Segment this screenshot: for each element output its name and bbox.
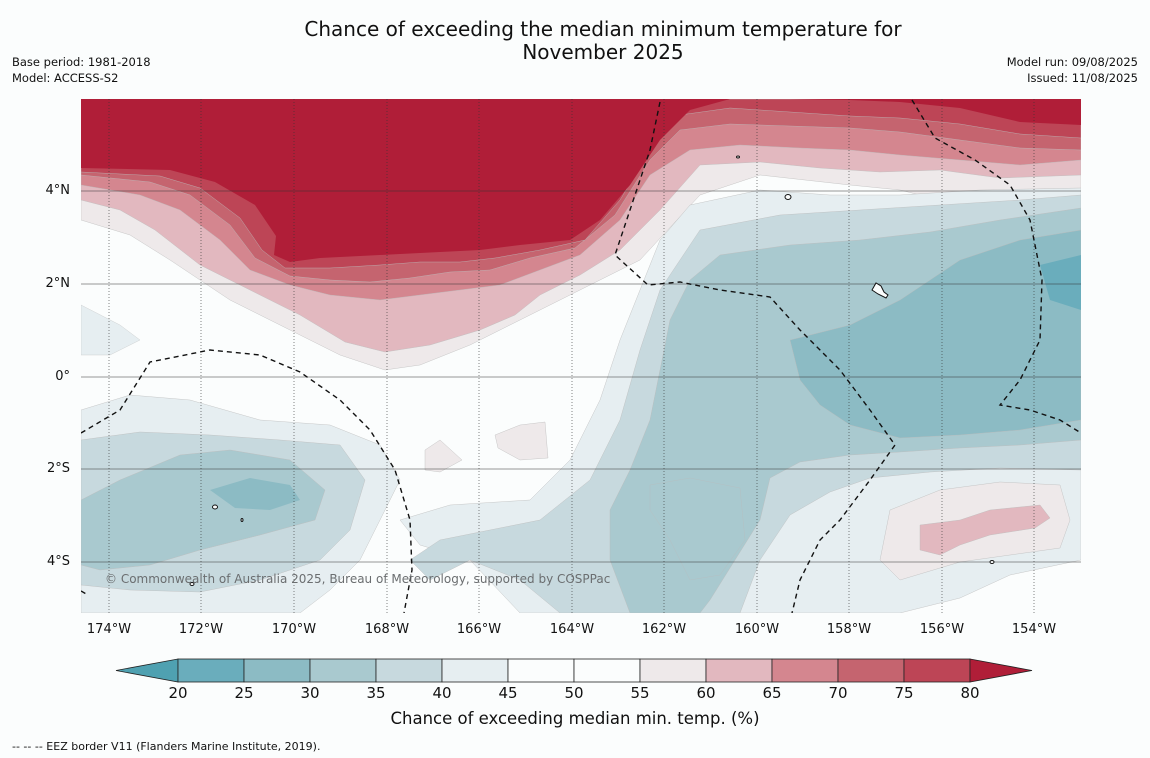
eez-borders bbox=[81, 99, 1081, 613]
map-title: Chance of exceeding the median minimum t… bbox=[0, 18, 1150, 64]
lon-label-174w: 174°W bbox=[86, 622, 132, 637]
cb-tick-60: 60 bbox=[696, 684, 716, 702]
probability-map bbox=[81, 99, 1081, 613]
colorbar-segment bbox=[903, 658, 971, 683]
cb-tick-40: 40 bbox=[432, 684, 452, 702]
lat-label-0: 0° bbox=[55, 369, 70, 384]
colorbar-segment bbox=[309, 658, 377, 683]
title-line-2: November 2025 bbox=[522, 40, 684, 64]
lon-label-162w: 162°W bbox=[641, 622, 687, 637]
eez-legend: -- -- -- EEZ border V11 (Flanders Marine… bbox=[12, 740, 321, 753]
cb-tick-30: 30 bbox=[300, 684, 320, 702]
lon-label-166w: 166°W bbox=[456, 622, 502, 637]
model-text: Model: ACCESS-S2 bbox=[12, 71, 119, 85]
cb-tick-55: 55 bbox=[630, 684, 650, 702]
colorbar-segment bbox=[375, 658, 443, 683]
lon-label-170w: 170°W bbox=[271, 622, 317, 637]
map-contours bbox=[81, 99, 1081, 613]
base-period-text: Base period: 1981-2018 bbox=[12, 55, 151, 69]
cb-tick-65: 65 bbox=[762, 684, 782, 702]
lon-label-172w: 172°W bbox=[178, 622, 224, 637]
colorbar-extend-high bbox=[969, 658, 1033, 683]
contour-25-south bbox=[649, 477, 746, 581]
colorbar-extend-low bbox=[115, 658, 179, 683]
cb-tick-80: 80 bbox=[960, 684, 980, 702]
contour-30-sw bbox=[81, 449, 326, 571]
colorbar-segment bbox=[639, 658, 707, 683]
lat-label-2n: 2°N bbox=[45, 276, 71, 291]
cb-tick-45: 45 bbox=[498, 684, 518, 702]
colorbar-segment bbox=[243, 658, 311, 683]
contour-25-sw bbox=[210, 478, 300, 510]
model-run-text: Model run: 09/08/2025 bbox=[1006, 55, 1138, 69]
contour-40-nw bbox=[81, 304, 141, 356]
run-info: Model run: 09/08/2025 Issued: 11/08/2025 bbox=[1007, 54, 1138, 86]
colorbar-label: Chance of exceeding median min. temp. (%… bbox=[390, 709, 760, 728]
lon-label-160w: 160°W bbox=[734, 622, 780, 637]
base-info: Base period: 1981-2018 Model: ACCESS-S2 bbox=[12, 54, 151, 86]
colorbar-segment bbox=[771, 658, 839, 683]
title-line-1: Chance of exceeding the median minimum t… bbox=[304, 17, 902, 41]
cb-tick-35: 35 bbox=[366, 684, 386, 702]
graticule bbox=[81, 190, 1081, 563]
issued-text: Issued: 11/08/2025 bbox=[1027, 71, 1138, 85]
contour-65-se bbox=[919, 504, 1051, 556]
lon-label-158w: 158°W bbox=[826, 622, 872, 637]
colorbar-segment bbox=[177, 658, 245, 683]
lat-label-4n: 4°N bbox=[45, 183, 71, 198]
cb-tick-70: 70 bbox=[828, 684, 848, 702]
colorbar-segment bbox=[507, 658, 575, 683]
lat-label-4s: 4°S bbox=[46, 554, 70, 569]
cb-tick-75: 75 bbox=[894, 684, 914, 702]
contour-60-patch-1 bbox=[494, 421, 549, 461]
cb-tick-50: 50 bbox=[564, 684, 584, 702]
colorbar-segments bbox=[115, 658, 1033, 683]
colorbar-segment bbox=[441, 658, 509, 683]
colorbar-segment bbox=[573, 658, 641, 683]
lon-label-154w: 154°W bbox=[1011, 622, 1057, 637]
colorbar bbox=[115, 658, 1033, 683]
contour-60-patch-2 bbox=[424, 439, 463, 473]
contour-above-80 bbox=[81, 99, 1081, 262]
cb-tick-20: 20 bbox=[168, 684, 188, 702]
copyright-notice: © Commonwealth of Australia 2025, Bureau… bbox=[105, 572, 611, 586]
lon-label-164w: 164°W bbox=[549, 622, 595, 637]
lon-label-156w: 156°W bbox=[919, 622, 965, 637]
colorbar-segment bbox=[705, 658, 773, 683]
cb-tick-25: 25 bbox=[234, 684, 254, 702]
contour-20-east bbox=[1040, 255, 1081, 310]
colorbar-segment bbox=[837, 658, 905, 683]
lat-label-2s: 2°S bbox=[46, 461, 70, 476]
islands bbox=[189, 155, 995, 586]
lon-label-168w: 168°W bbox=[364, 622, 410, 637]
contour-25-east bbox=[789, 229, 1081, 439]
